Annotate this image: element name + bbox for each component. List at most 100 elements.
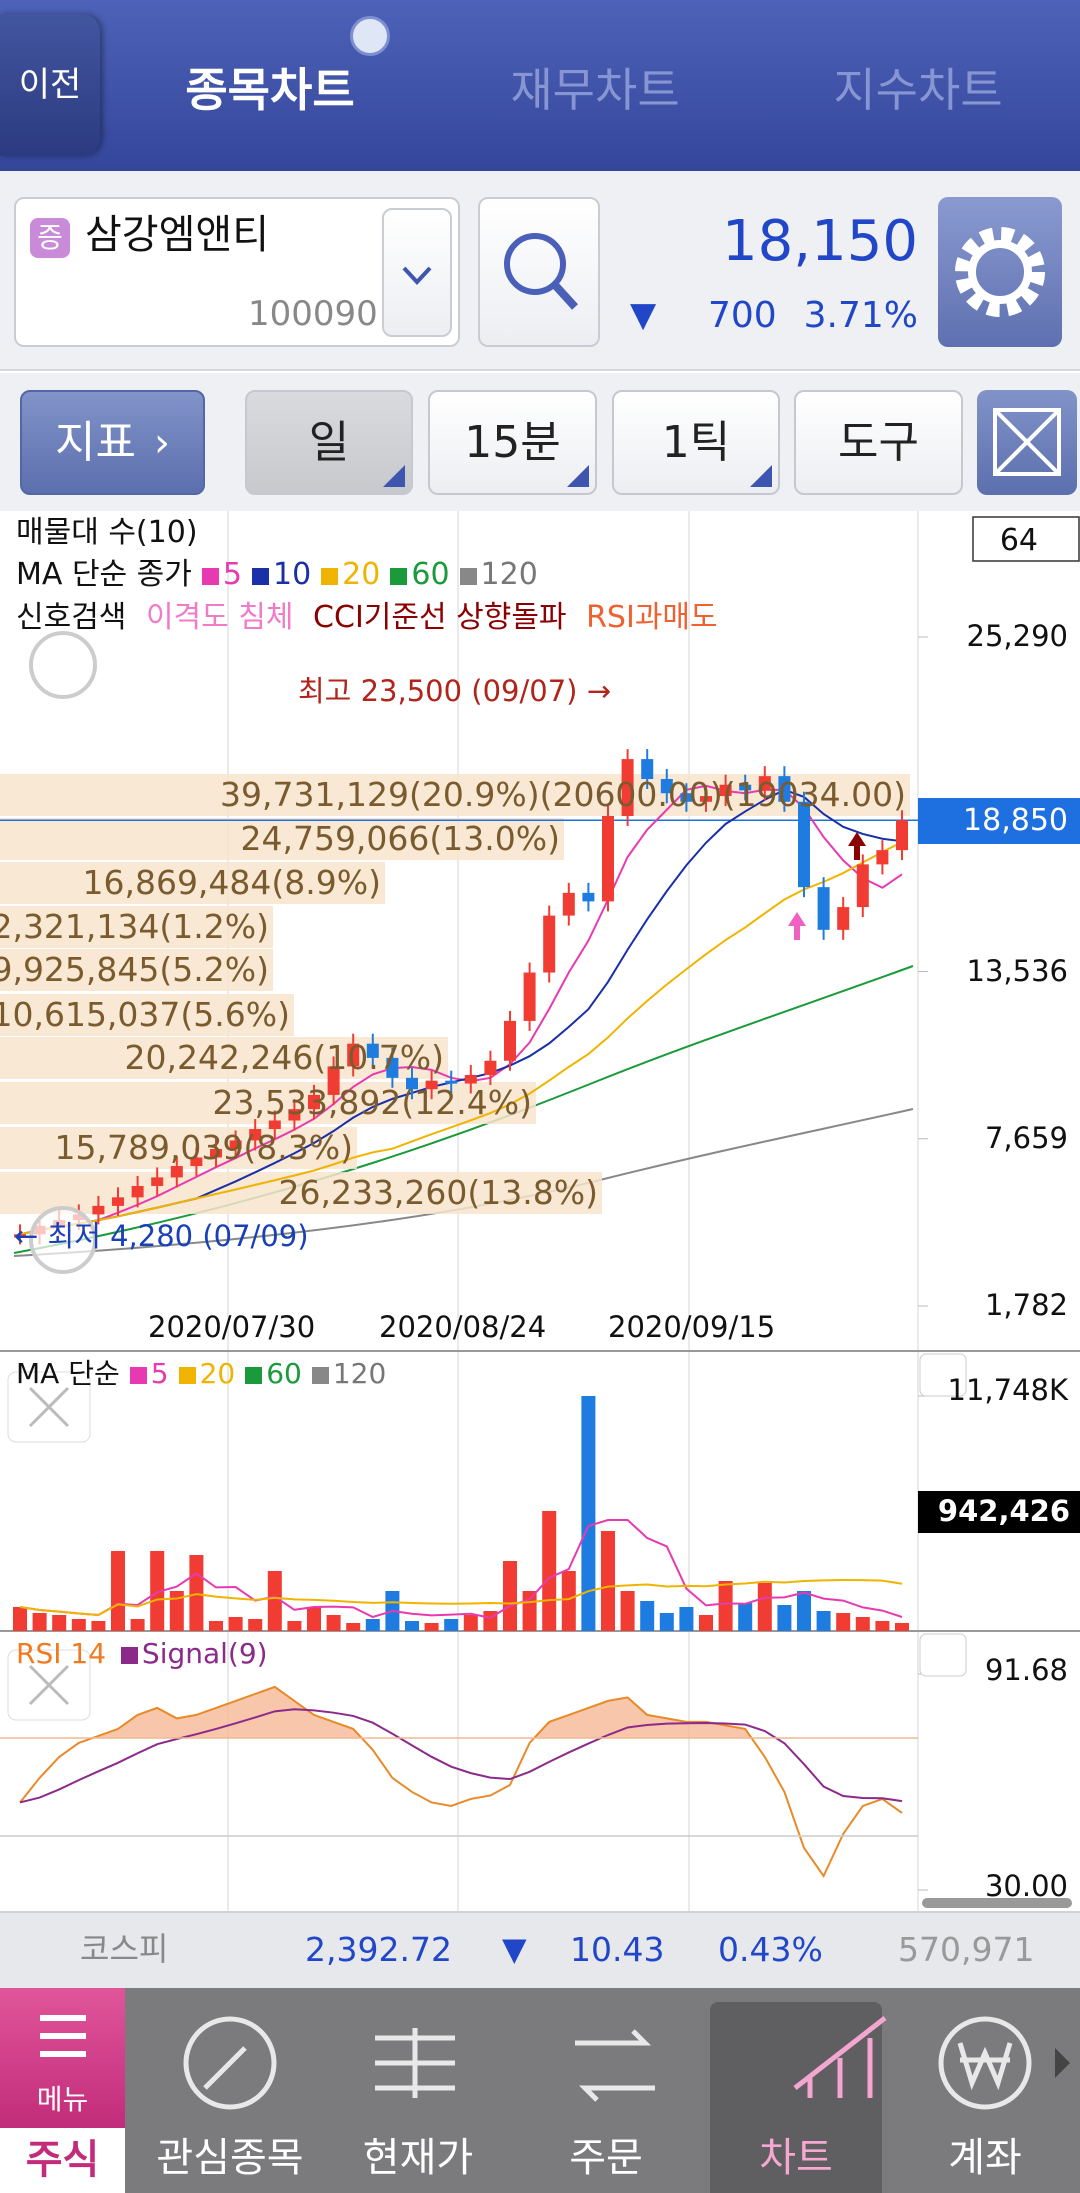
legend-period: 20 <box>199 1357 236 1390</box>
candle <box>288 1109 301 1121</box>
volume-bar <box>855 1616 870 1631</box>
candle <box>484 1060 497 1075</box>
candle <box>602 816 614 902</box>
volume-bar <box>150 1550 165 1631</box>
volume-bar <box>365 1618 380 1631</box>
nav-label[interactable]: 계좌 <box>948 2135 1022 2181</box>
tab[interactable]: 재무차트 <box>510 63 680 117</box>
expand-button[interactable] <box>977 390 1077 495</box>
index-volume: 570,971 <box>898 1930 1035 1969</box>
volume-bar <box>620 1590 635 1631</box>
profile-label: 9,925,845(5.2%) <box>0 950 269 989</box>
tool-button[interactable]: 도구 <box>794 390 963 495</box>
dropdown-button[interactable] <box>382 208 452 337</box>
candle <box>504 1020 516 1061</box>
menu-button[interactable]: 메뉴 <box>0 1988 125 2128</box>
profile-band <box>0 994 294 1036</box>
candle <box>798 801 810 888</box>
candle <box>562 892 575 916</box>
volume-bar <box>816 1610 831 1631</box>
y-tick-label: 13,536 <box>966 953 1068 988</box>
candle <box>464 1074 477 1084</box>
market-badge: 증 <box>30 218 70 258</box>
volume-ma-line <box>19 1579 903 1617</box>
legend-swatch <box>178 1367 196 1384</box>
tab[interactable]: 지수차트 <box>833 63 1003 117</box>
stock-code: 100090 <box>248 294 378 334</box>
indicator-label: 지표 <box>55 416 136 468</box>
profile-label: 39,731,129(20.9%)(20600.00)(19034.00) <box>220 775 906 814</box>
volume-bar <box>32 1612 47 1631</box>
signal: RSI과매도 <box>586 600 718 635</box>
high-note: 최고 23,500 (09/07) → <box>298 674 611 708</box>
count-box <box>972 516 1080 562</box>
volume-bar <box>13 1606 27 1631</box>
scroll-handle[interactable] <box>922 1898 1072 1908</box>
tab[interactable]: 종목차트 <box>185 63 355 117</box>
ma-legend: MA 단순 종가 5 10 20 60 120 <box>16 560 538 590</box>
low-note: ← 최저 4,280 (07/09) <box>14 1219 309 1253</box>
candle <box>817 887 830 930</box>
index-name: 코스피 <box>80 1930 169 1968</box>
tab-badge <box>350 16 390 56</box>
volume-bar <box>895 1622 909 1631</box>
rsi-legend: RSI 14 Signal(9) <box>16 1640 268 1668</box>
search-button[interactable] <box>478 197 600 347</box>
indicator-button[interactable]: 지표 › <box>20 390 205 495</box>
period-button[interactable]: 1틱 <box>612 390 780 495</box>
nav-label[interactable]: 현재가 <box>362 2135 474 2181</box>
volume-bar <box>542 1510 557 1631</box>
candle <box>641 759 654 780</box>
volume-bar <box>503 1560 517 1631</box>
current-price: 18,850 <box>963 803 1068 838</box>
nav-label[interactable]: 차트 <box>759 2135 833 2181</box>
candle <box>523 972 536 1021</box>
back-button[interactable]: 이전 <box>0 14 100 156</box>
date-label: 2020/09/15 <box>608 1310 776 1344</box>
candle <box>347 1043 360 1067</box>
volume-bar <box>326 1614 341 1631</box>
panel-resize[interactable] <box>919 1353 967 1397</box>
legend-period: 60 <box>266 1357 302 1390</box>
change-symbol: ▼ <box>630 295 657 335</box>
profile-band <box>0 1082 536 1124</box>
candle <box>621 759 634 817</box>
zoom-out-icon[interactable] <box>29 1206 97 1274</box>
candle <box>758 776 771 791</box>
legend-swatch <box>201 568 219 585</box>
legend-period: 120 <box>332 1357 387 1390</box>
nav-label[interactable]: 주식 <box>25 2137 100 2183</box>
bottom-nav <box>0 1988 1080 2193</box>
volume-bar <box>738 1602 753 1631</box>
volume-current: 942,426 <box>937 1494 1070 1528</box>
candle <box>151 1177 164 1186</box>
candle <box>543 915 556 973</box>
profile-band <box>0 906 273 948</box>
nav-label[interactable]: 관심종목 <box>156 2135 304 2181</box>
volume-bar <box>757 1582 772 1631</box>
period-button[interactable]: 15분 <box>428 390 597 495</box>
header <box>0 0 1080 171</box>
nav-label[interactable]: 주문 <box>569 2135 643 2181</box>
panel-resize[interactable] <box>919 1633 967 1677</box>
volume-bar <box>875 1620 890 1631</box>
volume-bar <box>561 1570 576 1631</box>
y-tick-label: 25,290 <box>966 619 1068 653</box>
volume-bar <box>581 1396 596 1631</box>
x-icon <box>28 1664 70 1706</box>
legend-swatch <box>311 1367 329 1384</box>
zoom-in-icon[interactable] <box>29 631 97 699</box>
volume-bar <box>640 1600 655 1631</box>
volume-bar <box>111 1550 125 1631</box>
legend-swatch <box>390 568 408 585</box>
volume-bar <box>601 1530 615 1631</box>
candle <box>406 1077 418 1090</box>
period-button[interactable]: 일 <box>245 390 413 495</box>
signal: 이격도 침체 <box>145 600 294 635</box>
candle <box>445 1080 458 1084</box>
stock-name: 삼강엠앤티 <box>85 212 269 258</box>
volume-legend: MA 단순 5 20 60 120 <box>16 1360 386 1388</box>
settings-button[interactable] <box>938 197 1062 347</box>
candle <box>778 776 791 802</box>
